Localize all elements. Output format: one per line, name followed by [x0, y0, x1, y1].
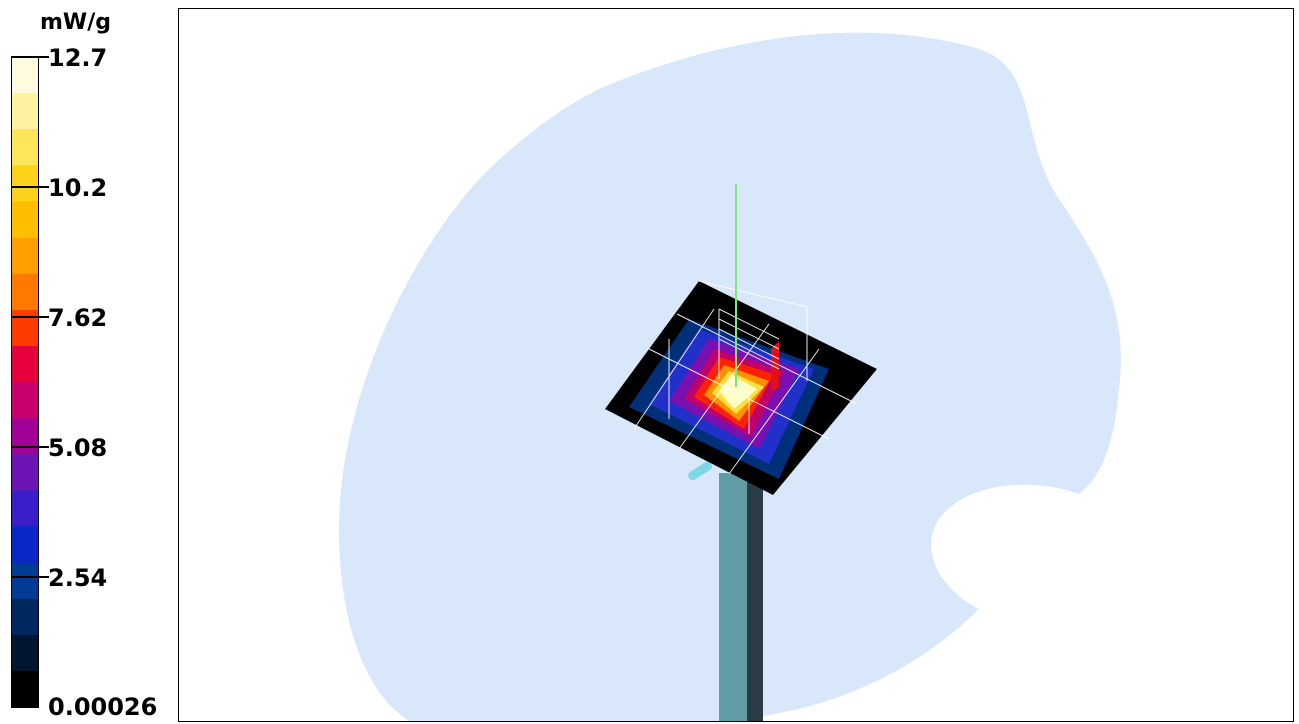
color-band [12, 273, 38, 310]
tick-label-min: 0.00026 [48, 693, 158, 721]
tick-label-5: 2.54 [48, 564, 108, 592]
sar-scene [339, 32, 1121, 721]
support-pole-shadow [747, 481, 763, 721]
3d-viewport[interactable] [178, 8, 1294, 722]
color-band [12, 93, 38, 130]
hotspot-contour [719, 375, 757, 409]
color-band [12, 634, 38, 671]
color-band [12, 309, 38, 346]
color-band [12, 129, 38, 166]
scan-grid [633, 280, 858, 475]
color-legend: mW/g 12.7 10.2 7.62 5.08 2.54 0.00026 [0, 0, 175, 724]
tick-mark-5 [11, 576, 49, 578]
color-band [12, 165, 38, 202]
tick-mark-2 [11, 186, 49, 188]
color-band [12, 454, 38, 491]
tick-mark-4 [11, 446, 49, 448]
color-band [12, 562, 38, 599]
color-band [12, 598, 38, 635]
color-band [12, 237, 38, 274]
color-band [12, 418, 38, 455]
color-band [12, 57, 38, 94]
connector-stub [688, 461, 713, 481]
color-band [12, 201, 38, 238]
color-band [12, 381, 38, 419]
color-band [12, 670, 38, 707]
legend-unit-label: mW/g [40, 10, 111, 35]
support-pole [719, 473, 749, 721]
tick-mark-3 [11, 316, 49, 318]
tick-label-3: 7.62 [48, 304, 108, 332]
color-scale-bar [11, 56, 39, 708]
tick-label-max: 12.7 [48, 44, 108, 72]
color-band [12, 490, 38, 527]
color-band [12, 526, 38, 563]
tick-mark-max [11, 56, 49, 58]
tick-label-2: 10.2 [48, 174, 108, 202]
tick-label-4: 5.08 [48, 434, 108, 462]
color-band [12, 345, 38, 382]
